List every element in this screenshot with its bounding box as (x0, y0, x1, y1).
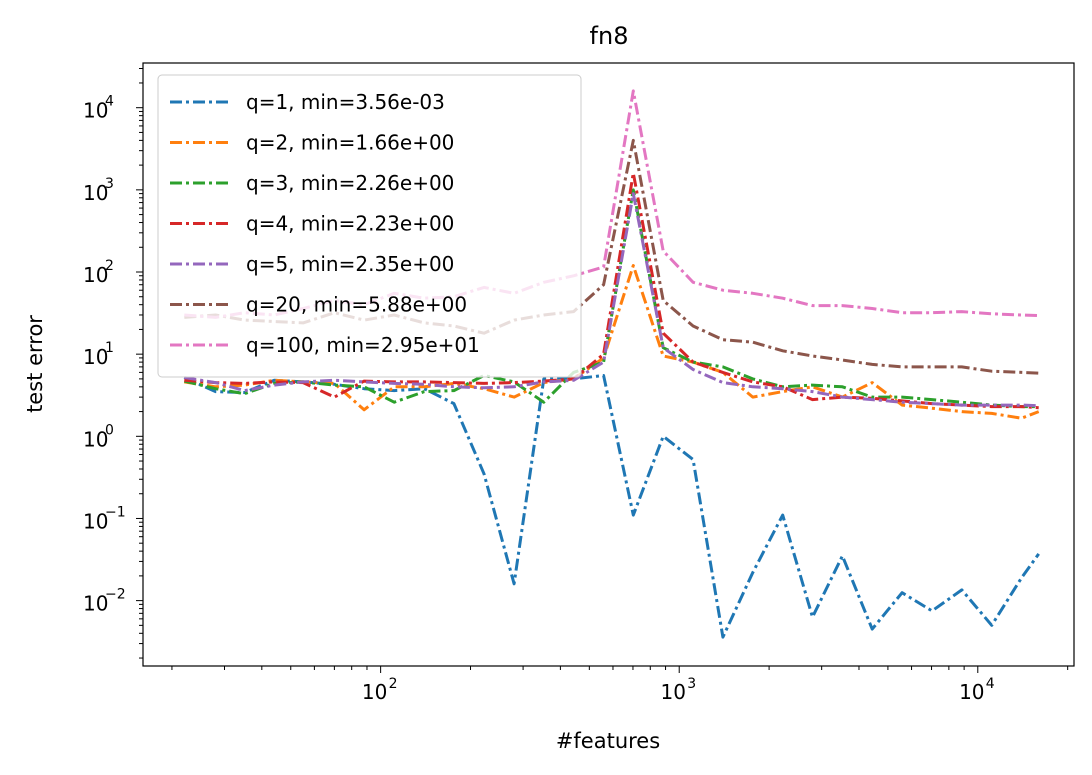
x-axis: 10 2 10 3 10 4 (171, 666, 1069, 704)
y-tick-label-exponent: −1 (105, 504, 126, 520)
legend-label: q=5, min=2.35e+00 (246, 252, 454, 276)
y-tick-label: 10 (83, 592, 108, 616)
x-tick-label-exponent: 3 (687, 676, 696, 692)
chart-title: fn8 (590, 22, 629, 50)
y-tick-label-exponent: 1 (105, 340, 114, 356)
y-tick-label-exponent: 3 (105, 176, 114, 192)
legend-box (157, 74, 582, 378)
x-tick-label: 10 (959, 680, 984, 704)
x-axis-label: #features (556, 729, 660, 753)
y-tick-label-exponent: 4 (105, 94, 114, 110)
y-tick-label-exponent: 0 (105, 422, 114, 438)
series-line-5 (184, 192, 1039, 408)
series-line-1 (183, 374, 1040, 639)
plot-frame (142, 62, 1075, 667)
y-tick-label-exponent: 2 (105, 258, 114, 274)
y-tick-label: 10 (83, 263, 108, 287)
legend-label: q=20, min=5.88e+00 (246, 293, 467, 317)
x-tick-label-exponent: 2 (389, 676, 398, 692)
legend-label: q=2, min=1.66e+00 (246, 131, 454, 155)
y-tick-label: 10 (83, 345, 108, 369)
legend-label: q=1, min=3.56e-03 (246, 90, 445, 114)
legend-label: q=3, min=2.26e+00 (246, 171, 454, 195)
y-tick-label: 10 (83, 99, 108, 123)
series-line-4 (184, 171, 1039, 410)
x-tick-label-exponent: 4 (986, 676, 995, 692)
y-tick-label: 10 (83, 509, 108, 533)
x-tick-label: 10 (362, 680, 387, 704)
y-tick-label-exponent: −2 (105, 587, 126, 603)
x-tick-label: 10 (660, 680, 685, 704)
y-axis-label: test error (23, 315, 47, 413)
legend: q=1, min=3.56e-03 q=2, min=1.66e+00 q=3, m… (157, 74, 582, 378)
legend-label: q=100, min=2.95e+01 (246, 333, 480, 357)
y-tick-label: 10 (83, 181, 108, 205)
y-tick-label: 10 (83, 427, 108, 451)
legend-label: q=4, min=2.23e+00 (246, 212, 454, 236)
